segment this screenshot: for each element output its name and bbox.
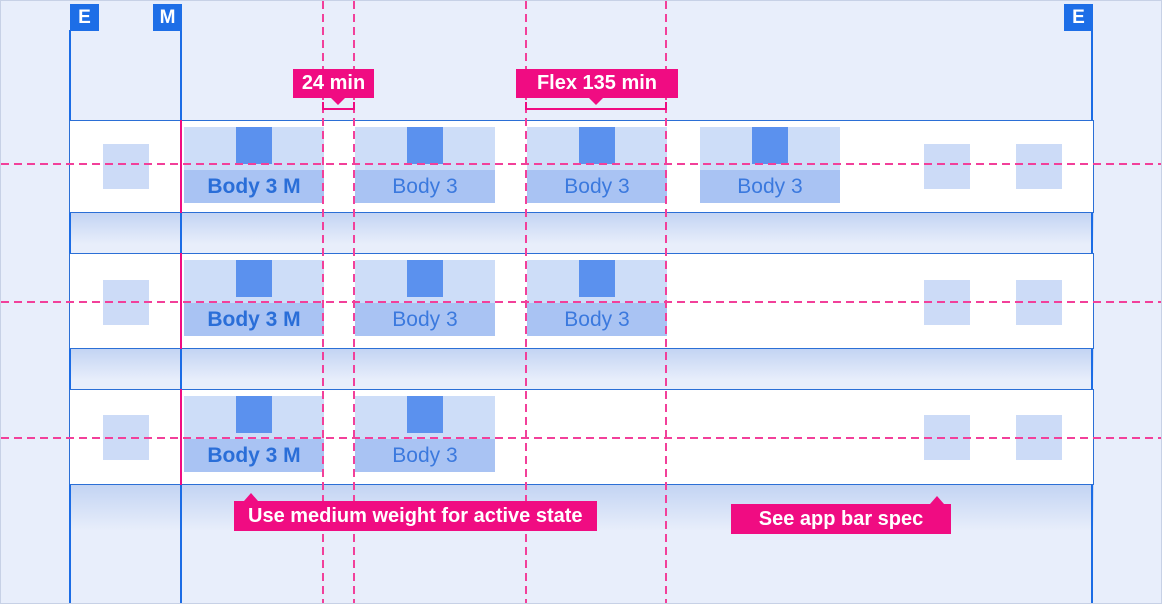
tab-item[interactable]: Body 3 — [355, 127, 495, 203]
tab-icon — [752, 127, 788, 164]
tab-icon — [407, 127, 443, 164]
row-gap-band — [69, 349, 1094, 389]
leading-icon-placeholder — [103, 144, 149, 189]
tab-icon-area — [355, 396, 495, 439]
tab-icon — [236, 396, 272, 433]
action-icon-placeholder — [924, 144, 970, 189]
tab-icon-area — [527, 260, 667, 303]
tab-item[interactable]: Body 3 — [355, 396, 495, 472]
tab-icon-area — [700, 127, 840, 170]
tab-label: Body 3 M — [184, 303, 324, 336]
tab-label: Body 3 — [355, 170, 495, 203]
tab-item[interactable]: Body 3 M — [184, 396, 324, 472]
tab-item[interactable]: Body 3 M — [184, 260, 324, 336]
annotation-pointer-icon — [930, 496, 944, 504]
annotation-active-state: Use medium weight for active state — [234, 501, 597, 531]
tab-icon-area — [355, 260, 495, 303]
marker-edge-right: E — [1064, 4, 1093, 31]
marker-margin: M — [153, 4, 182, 31]
horizontal-guide-line — [1, 301, 1161, 303]
measurement-flag-24-min: 24 min — [293, 69, 374, 98]
tab-label: Body 3 M — [184, 170, 324, 203]
annotation-app-bar: See app bar spec — [731, 504, 951, 534]
tab-item[interactable]: Body 3 — [700, 127, 840, 203]
content-keyline — [180, 120, 182, 213]
tab-label: Body 3 — [527, 303, 667, 336]
row-gap-band — [69, 213, 1094, 253]
flag-pointer-icon — [331, 98, 345, 105]
tab-item[interactable]: Body 3 — [527, 127, 667, 203]
tab-label: Body 3 — [527, 170, 667, 203]
marker-label: M — [159, 6, 176, 28]
annotation-label: Use medium weight for active state — [248, 504, 583, 527]
measurement-label: 24 min — [301, 72, 366, 94]
tab-bar-row-1: Body 3 M Body 3 Body 3 Body 3 — [69, 120, 1094, 213]
marker-label: E — [1072, 6, 1085, 28]
tab-icon — [236, 260, 272, 297]
annotation-pointer-icon — [244, 493, 258, 501]
tab-item[interactable]: Body 3 — [355, 260, 495, 336]
horizontal-guide-line — [1, 437, 1161, 439]
tab-label: Body 3 — [355, 303, 495, 336]
tab-icon-area — [184, 396, 324, 439]
tab-icon — [236, 127, 272, 164]
tab-icon-area — [527, 127, 667, 170]
measurement-label: Flex 135 min — [536, 72, 658, 94]
tab-label: Body 3 M — [184, 439, 324, 472]
marker-edge-left: E — [70, 4, 99, 31]
action-icon-placeholder — [1016, 144, 1062, 189]
tab-item[interactable]: Body 3 — [527, 260, 667, 336]
tab-label: Body 3 — [355, 439, 495, 472]
tab-icon — [579, 127, 615, 164]
measurement-flag-flex-135-min: Flex 135 min — [516, 69, 678, 98]
tab-icon-area — [355, 127, 495, 170]
measurement-bracket — [322, 102, 355, 110]
flag-pointer-icon — [589, 98, 603, 105]
tab-item[interactable]: Body 3 M — [184, 127, 324, 203]
tab-icon — [407, 396, 443, 433]
measurement-bracket — [525, 102, 667, 110]
annotation-label: See app bar spec — [758, 507, 924, 530]
tab-icon — [407, 260, 443, 297]
tab-label: Body 3 — [700, 170, 840, 203]
tab-icon-area — [184, 127, 324, 170]
tab-icon-area — [184, 260, 324, 303]
tab-icon — [579, 260, 615, 297]
horizontal-guide-line — [1, 163, 1161, 165]
marker-label: E — [78, 6, 91, 28]
